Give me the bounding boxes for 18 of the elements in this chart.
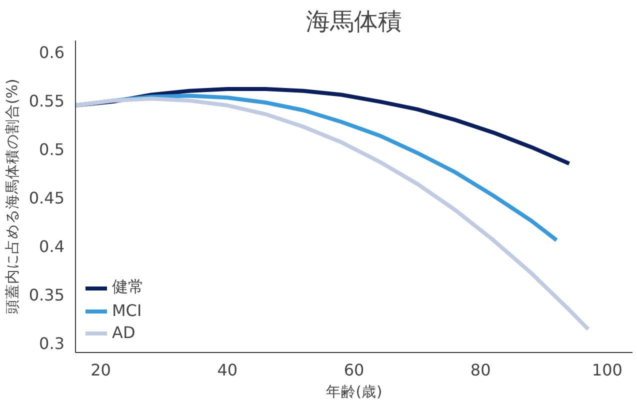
y-tick-label: 0.3 [39,334,65,353]
y-tick-label: 0.6 [39,43,65,62]
x-tick-label: 60 [344,360,364,380]
y-tick-label: 0.55 [28,92,64,111]
x-axis-title: 年齢(歳) [326,384,382,400]
legend-label: 健常 [112,277,144,298]
x-tick-label: 100 [592,360,622,380]
chart-title: 海馬体積 [306,8,402,36]
y-axis-title: 頭蓋内に占める海馬体積の割合(%) [4,78,21,314]
x-tick-label: 40 [217,360,238,380]
x-tick-label: 80 [470,360,491,380]
y-tick-label: 0.4 [39,236,65,256]
y-tick-label: 0.5 [39,140,65,160]
x-tick-label: 20 [90,360,111,380]
legend-label: AD [112,323,136,342]
legend-label: MCI [112,301,142,320]
y-tick-label: 0.35 [28,285,64,304]
y-tick-label: 0.45 [28,188,64,208]
